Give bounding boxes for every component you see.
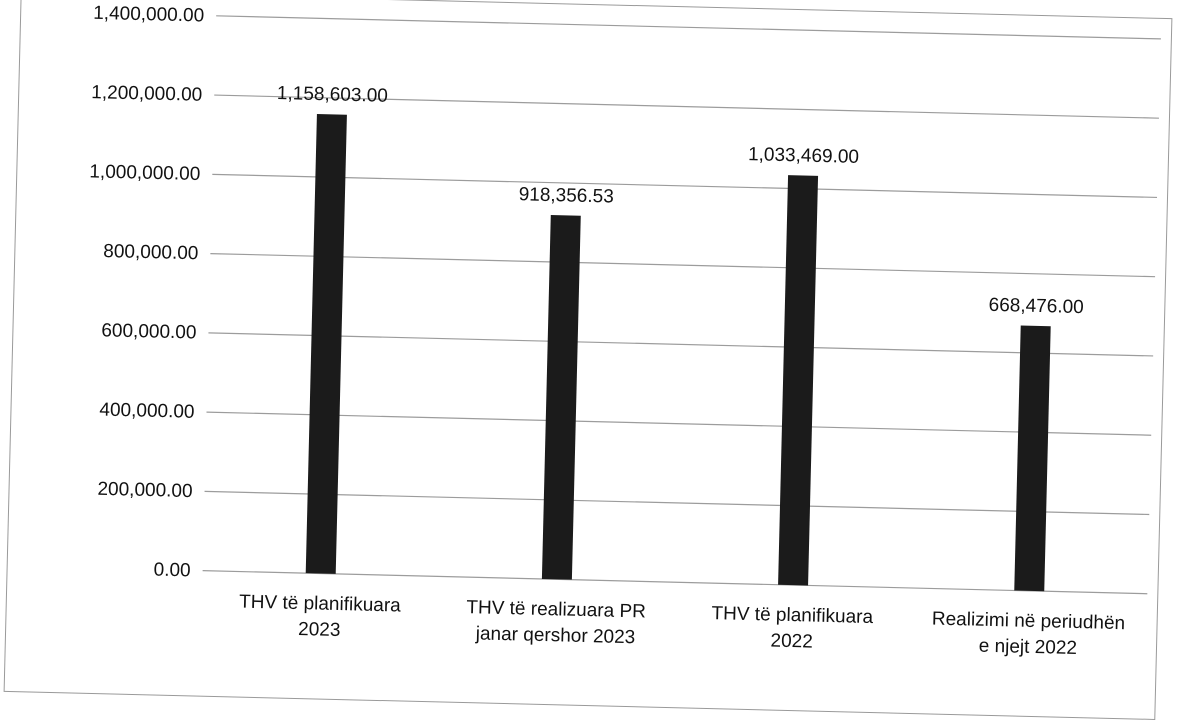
y-tick-label: 200,000.00	[97, 479, 193, 502]
y-tick-label: 1,200,000.00	[91, 82, 202, 106]
gridline	[206, 411, 1152, 436]
gridline	[216, 15, 1161, 40]
gridline	[214, 94, 1159, 119]
category-label: Realizimi në periudhën	[932, 608, 1126, 634]
gridline	[212, 173, 1158, 199]
data-label: 1,158,603.00	[277, 83, 388, 107]
category-label: 2022	[770, 631, 813, 653]
bar	[305, 114, 347, 574]
category-label: THV të planifikuara	[239, 592, 401, 617]
gridline	[210, 253, 1156, 278]
bar	[1014, 325, 1051, 592]
y-tick-label: 800,000.00	[103, 241, 199, 264]
data-label: 918,356.53	[518, 184, 614, 207]
y-tick-label: 1,000,000.00	[89, 161, 200, 185]
y-tick-label: 0.00	[153, 559, 190, 581]
data-label: 668,476.00	[988, 295, 1084, 318]
category-label: THV të planifikuara	[711, 603, 873, 628]
bar-chart: 0.00 200,000.00 400,000.00 600,000.00 800,00…	[89, 3, 1161, 659]
chart-frame: 0.00 200,000.00 400,000.00 600,000.00 800,00…	[3, 0, 1173, 720]
bar	[778, 175, 819, 586]
category-label: THV të realizuara PR	[466, 597, 646, 622]
gridline	[202, 570, 1148, 595]
gridline	[208, 332, 1154, 357]
category-label: e njejt 2022	[978, 636, 1077, 659]
gridline	[204, 490, 1150, 516]
data-label: 1,033,469.00	[748, 144, 859, 168]
bar	[541, 214, 581, 580]
y-tick-label: 400,000.00	[99, 400, 195, 423]
y-tick-label: 1,400,000.00	[93, 3, 204, 27]
y-tick-label: 600,000.00	[101, 320, 197, 343]
category-label: janar qershor 2023	[475, 623, 636, 648]
category-label: 2023	[298, 619, 341, 641]
